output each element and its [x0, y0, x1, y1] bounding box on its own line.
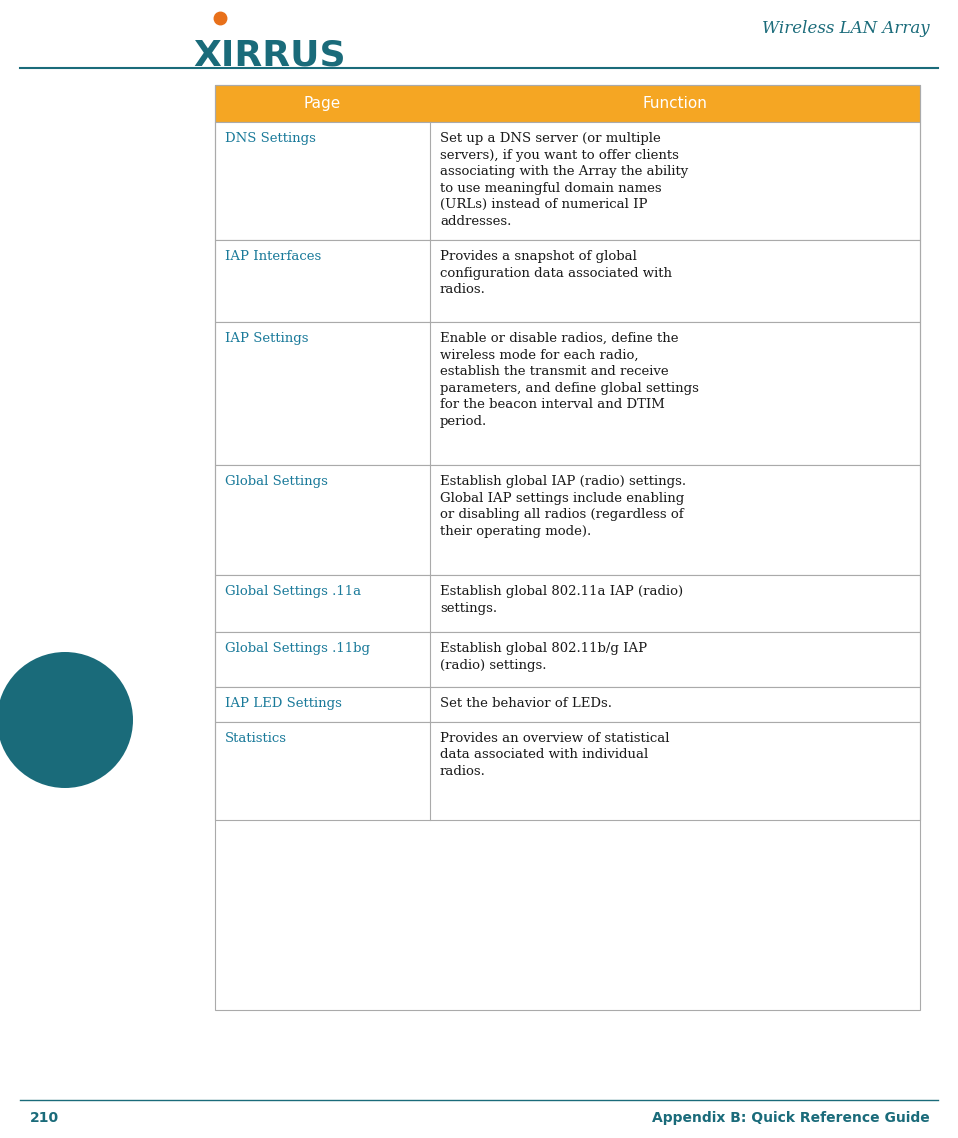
Text: Enable or disable radios, define the
wireless mode for each radio,
establish the: Enable or disable radios, define the wir…	[440, 332, 699, 428]
Bar	[215, 721, 920, 820]
Text: Provides a snapshot of global
configuration data associated with
radios.: Provides a snapshot of global configurat…	[440, 250, 672, 296]
Bar	[215, 575, 920, 632]
Bar	[215, 632, 920, 687]
Text: Establish global 802.11b/g IAP
(radio) settings.: Establish global 802.11b/g IAP (radio) s…	[440, 642, 647, 671]
Text: DNS Settings: DNS Settings	[225, 132, 316, 145]
Text: IAP LED Settings: IAP LED Settings	[225, 696, 342, 710]
Text: Set up a DNS server (or multiple
servers), if you want to offer clients
associat: Set up a DNS server (or multiple servers…	[440, 132, 688, 228]
Text: Global Settings: Global Settings	[225, 475, 328, 488]
Text: Global Settings .11bg: Global Settings .11bg	[225, 642, 370, 655]
Text: IAP Settings: IAP Settings	[225, 332, 308, 345]
Text: 210: 210	[30, 1111, 59, 1125]
Text: Page: Page	[304, 96, 341, 112]
Bar	[215, 122, 920, 240]
Text: Establish global IAP (radio) settings.
Global IAP settings include enabling
or d: Establish global IAP (radio) settings. G…	[440, 475, 686, 537]
Bar	[215, 687, 920, 721]
Bar	[215, 85, 920, 1011]
Bar	[215, 465, 920, 575]
Text: IAP Interfaces: IAP Interfaces	[225, 250, 321, 263]
Bar	[215, 85, 920, 122]
Text: XIRRUS: XIRRUS	[194, 38, 346, 72]
Circle shape	[0, 652, 133, 787]
Text: Appendix B: Quick Reference Guide: Appendix B: Quick Reference Guide	[652, 1111, 930, 1125]
Text: Set the behavior of LEDs.: Set the behavior of LEDs.	[440, 696, 612, 710]
Text: Global Settings .11a: Global Settings .11a	[225, 585, 361, 597]
Bar	[215, 240, 920, 322]
Text: Establish global 802.11a IAP (radio)
settings.: Establish global 802.11a IAP (radio) set…	[440, 585, 683, 615]
Text: Wireless LAN Array: Wireless LAN Array	[763, 19, 930, 36]
Text: Statistics: Statistics	[225, 732, 287, 745]
Text: Function: Function	[643, 96, 707, 112]
Bar	[215, 322, 920, 465]
Text: Provides an overview of statistical
data associated with individual
radios.: Provides an overview of statistical data…	[440, 732, 670, 778]
